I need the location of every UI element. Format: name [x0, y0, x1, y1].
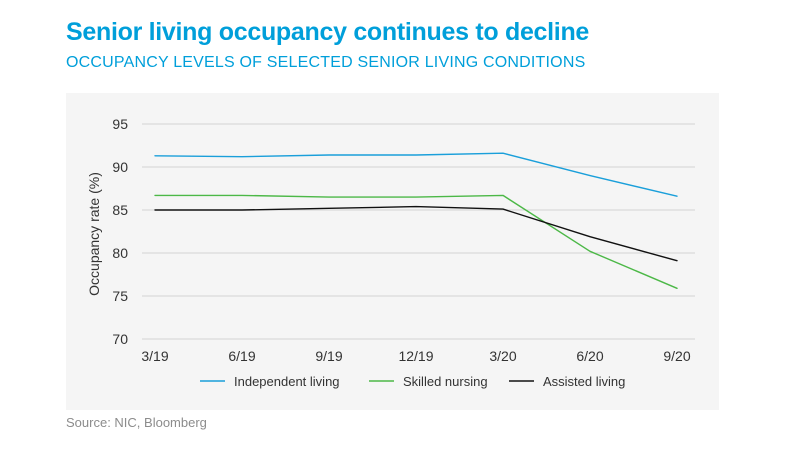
legend-label: Skilled nursing: [403, 374, 488, 389]
x-tick-label: 6/19: [228, 348, 255, 364]
source-note: Source: NIC, Bloomberg: [66, 415, 207, 430]
y-tick-label: 80: [112, 245, 128, 261]
x-tick-label: 3/20: [489, 348, 516, 364]
chart-panel: [66, 93, 719, 410]
series-lines: [154, 152, 678, 289]
y-tick-label: 70: [112, 331, 128, 347]
chart-title: Senior living occupancy continues to dec…: [66, 18, 590, 46]
y-tick-label: 75: [112, 288, 128, 304]
x-tick-label: 9/19: [315, 348, 342, 364]
legend-label: Assisted living: [543, 374, 625, 389]
x-tick-label: 3/19: [141, 348, 168, 364]
y-tick-label: 95: [112, 116, 128, 132]
chart-subtitle: OCCUPANCY LEVELS OF SELECTED SENIOR LIVI…: [66, 54, 586, 71]
series-line-independent-living: [154, 152, 678, 197]
x-tick-label: 12/19: [398, 348, 433, 364]
gridlines: [142, 123, 695, 340]
x-axis-ticks: 3/19 6/19 9/19 12/19 3/20 6/20 9/20: [141, 348, 690, 364]
y-tick-label: 90: [112, 159, 128, 175]
legend-label: Independent living: [234, 374, 340, 389]
y-axis-label: Occupancy rate (%): [86, 172, 102, 296]
series-line-assisted-living: [154, 205, 678, 262]
series-line-skilled-nursing: [154, 194, 678, 289]
x-tick-label: 9/20: [663, 348, 690, 364]
y-axis-ticks: 70 75 80 85 90 95: [112, 116, 128, 347]
y-tick-label: 85: [112, 202, 128, 218]
x-tick-label: 6/20: [576, 348, 603, 364]
legend: Independent living Skilled nursing Assiste…: [200, 374, 625, 389]
